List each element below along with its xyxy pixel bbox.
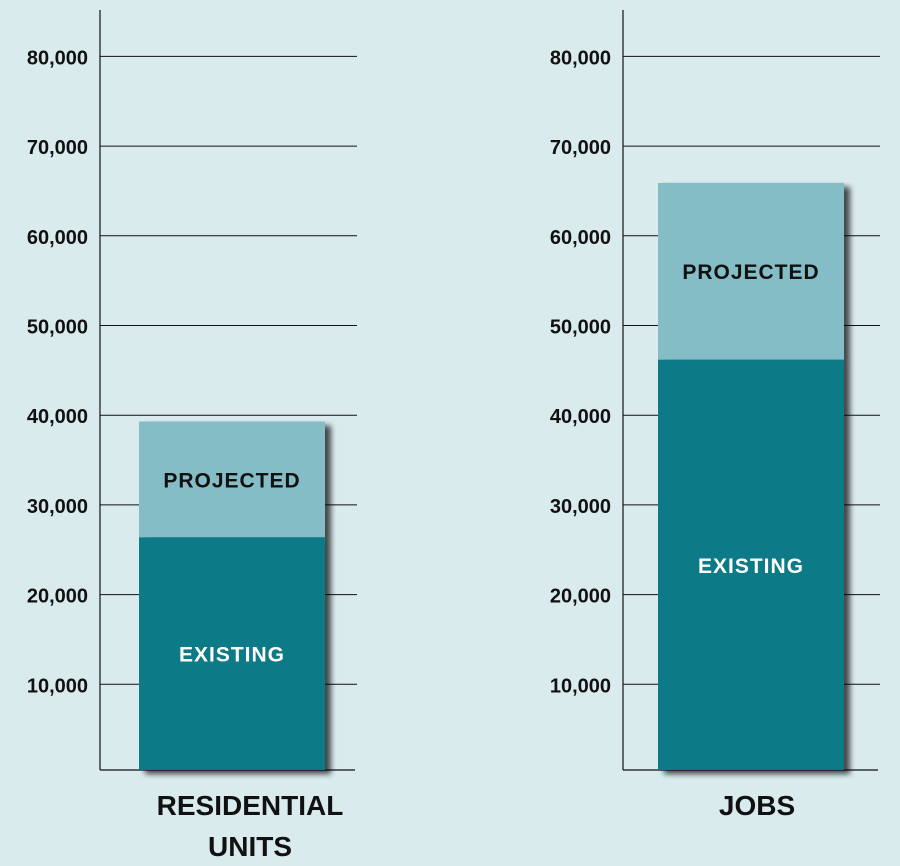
stacked-bar bbox=[658, 182, 844, 770]
bar-segment-projected bbox=[139, 421, 325, 538]
segment-label-existing: EXISTING bbox=[698, 555, 804, 578]
y-tick-label: 10,000 bbox=[550, 675, 611, 697]
category-label: JOBS bbox=[719, 790, 795, 821]
category-label: RESIDENTIAL bbox=[157, 790, 344, 821]
y-tick-label: 50,000 bbox=[27, 317, 88, 339]
y-tick-label: 40,000 bbox=[27, 406, 88, 428]
y-tick-label: 30,000 bbox=[550, 496, 611, 518]
y-tick-label: 80,000 bbox=[550, 47, 611, 69]
y-tick-label: 20,000 bbox=[550, 586, 611, 608]
y-tick-label: 10,000 bbox=[27, 675, 88, 697]
category-label: UNITS bbox=[208, 831, 292, 862]
stacked-bar bbox=[139, 421, 325, 770]
y-tick-label: 30,000 bbox=[27, 496, 88, 518]
y-tick-label: 60,000 bbox=[550, 227, 611, 249]
y-tick-label: 40,000 bbox=[550, 406, 611, 428]
bar-segment-existing bbox=[658, 359, 844, 770]
y-tick-label: 70,000 bbox=[27, 137, 88, 159]
y-tick-label: 50,000 bbox=[550, 317, 611, 339]
chart-panel-1: 10,000 20,000 30,000 40,000 50,000 60,000 70,0… bbox=[550, 10, 880, 821]
segment-label-existing: EXISTING bbox=[179, 644, 285, 667]
chart-panel-0: 10,000 20,000 30,000 40,000 50,000 60,000 70,0… bbox=[27, 10, 357, 862]
y-tick-label: 20,000 bbox=[27, 586, 88, 608]
bar-segment-existing bbox=[139, 537, 325, 770]
bar-segment-projected bbox=[658, 182, 844, 360]
y-tick-label: 80,000 bbox=[27, 47, 88, 69]
segment-label-projected: PROJECTED bbox=[163, 469, 300, 492]
segment-label-projected: PROJECTED bbox=[682, 261, 819, 284]
y-tick-label: 60,000 bbox=[27, 227, 88, 249]
y-tick-label: 70,000 bbox=[550, 137, 611, 159]
